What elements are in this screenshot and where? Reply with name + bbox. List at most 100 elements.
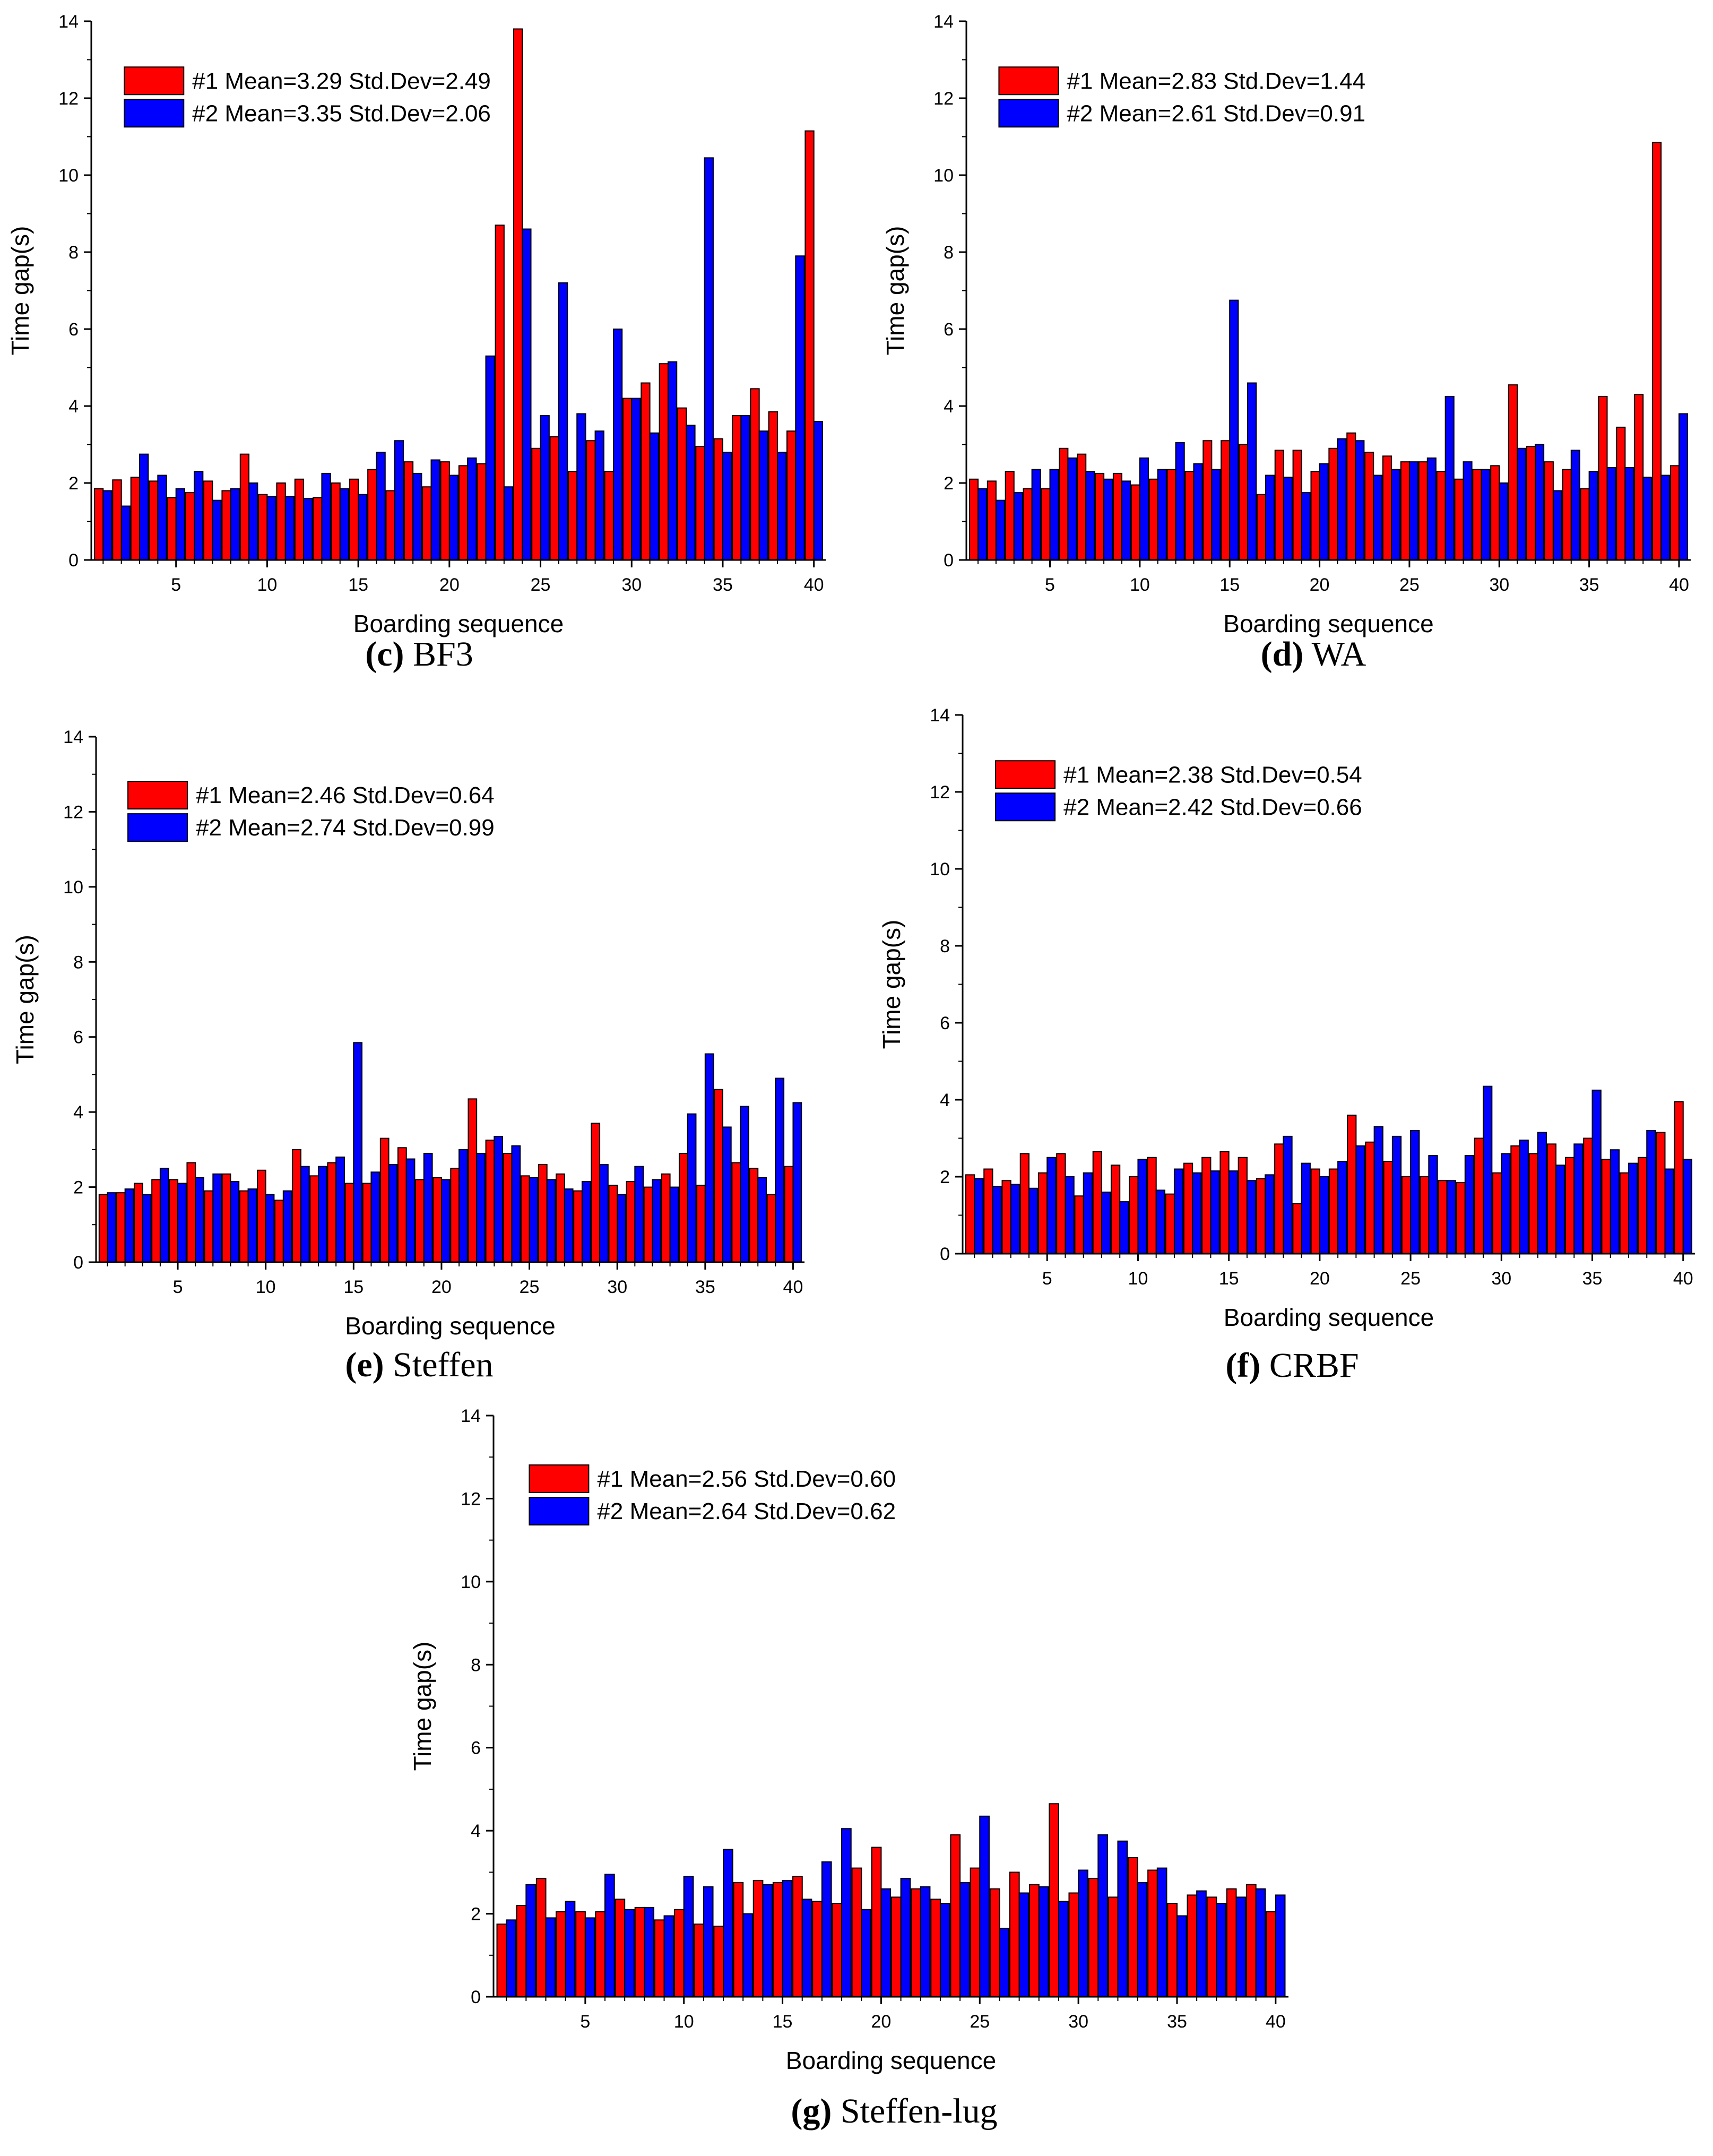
bar-series2-item-2 [525,1884,536,1997]
bar-series1-item-1 [965,1174,975,1255]
bar-series2-item-36 [1606,467,1616,560]
bar-series2-item-7 [624,1909,635,1997]
bar-series1-item-20 [432,1177,442,1263]
bar-series2-item-22 [476,1152,486,1263]
caption-name: CRBF [1269,1346,1359,1385]
bar-series2-item-16 [370,1171,380,1263]
bar-series2-item-25 [1408,461,1419,561]
bar-series2-item-4 [565,1901,576,1997]
x-tick-label: 15 [348,575,368,595]
bar-series2-item-39 [1255,1888,1266,1998]
bar-series1-item-23 [1364,452,1374,560]
caption-crbf: (f) CRBF [1225,1346,1359,1386]
bar-series1-item-37 [750,388,760,561]
bar-series2-item-25 [979,1815,990,1998]
bar-series2-item-25 [529,1177,539,1263]
bar-series1-item-13 [1183,1162,1193,1255]
bar-series2-item-14 [1211,469,1221,561]
bar-series2-item-29 [1058,1901,1069,1997]
y-tick-label: 14 [63,727,83,747]
caption-bf3: (c) BF3 [365,634,473,675]
bar-series2-item-24 [511,1145,521,1263]
x-tick-label: 25 [520,1277,540,1297]
bar-series1-item-24 [1383,1161,1393,1254]
bar-series2-item-19 [1301,1162,1311,1255]
bar-series1-item-17 [1256,1178,1266,1255]
y-tick-label: 6 [944,320,954,340]
bar-series1-item-36 [1187,1894,1198,1998]
bar-series1-item-22 [911,1888,921,1998]
bar-series2-item-22 [920,1886,931,1997]
bar-series2-item-16 [1247,382,1257,560]
bar-series1-item-8 [221,490,231,560]
y-tick-label: 4 [944,396,954,417]
bar-series2-item-11 [703,1886,714,1997]
legend-label-series1: #1 Mean=2.38 Std.Dev=0.54 [1063,762,1362,788]
bar-series2-item-10 [683,1876,694,1997]
chart-panel-bf3: 0 2 4 6 8 10 12 14 5 10 15 20 25 30 35 40 Boarding seque… [0,0,849,695]
y-tick-label: 10 [63,877,83,898]
bar-series2-item-9 [248,482,258,560]
x-tick-label: 20 [1310,575,1330,595]
x-axis-title: Boarding sequence [1224,1304,1434,1331]
bar-series1-item-25 [1401,1176,1412,1254]
bar-series2-item-5 [584,1917,595,1998]
bar-series2-item-18 [1283,1135,1293,1255]
y-tick-label: 8 [471,1655,481,1675]
bar-series2-item-2 [120,505,131,560]
x-tick-label: 35 [1167,2012,1187,2032]
bar-series1-item-4 [1023,488,1033,561]
y-tick-label: 4 [471,1821,481,1841]
legend-swatch-series2 [998,99,1059,128]
x-tick-label: 5 [580,2012,590,2032]
bar-series2-item-11 [282,1190,292,1263]
bar-series1-item-15 [1221,440,1231,560]
bar-series1-item-29 [591,1123,601,1263]
bar-chart-svg-steffen-lug: 0 2 4 6 8 10 12 14 5 10 15 20 25 30 35 40 Boarding seque… [409,1406,1288,2074]
x-tick-label: 15 [1219,575,1240,595]
bar-series2-item-3 [1010,1184,1020,1254]
bar-series1-item-30 [1492,1172,1502,1254]
bar-series2-item-13 [1193,463,1203,560]
bar-series2-item-4 [1028,1187,1039,1254]
bar-series2-item-12 [723,1849,733,1998]
y-tick-label: 2 [73,1178,83,1198]
bar-series2-item-24 [1391,469,1401,561]
bar-series2-item-32 [652,1179,662,1263]
bar-series2-item-19 [861,1909,871,1997]
bar-series1-item-3 [130,477,141,561]
bar-series2-item-29 [599,1164,609,1263]
x-axis-title: Boarding sequence [786,2047,996,2074]
bar-series1-item-16 [1238,1157,1248,1254]
bar-series1-item-14 [327,1162,337,1263]
bar-series1-item-20 [1310,1168,1320,1254]
y-tick-label: 8 [68,243,79,263]
y-tick-label: 8 [73,952,83,972]
bar-series2-item-21 [1337,438,1347,561]
x-tick-label: 10 [1130,575,1150,595]
x-tick-label: 5 [173,1277,183,1297]
chart-panel-wa: 0 2 4 6 8 10 12 14 5 10 15 20 25 30 35 40 Boarding seque… [870,0,1713,695]
bar-series2-item-17 [388,1164,398,1263]
bar-series1-item-39 [1246,1884,1257,1997]
bar-series2-item-8 [644,1907,655,1998]
bar-series1-item-19 [415,1179,425,1263]
legend-label-series1: #1 Mean=3.29 Std.Dev=2.49 [192,68,491,94]
bar-series1-item-37 [1616,426,1626,561]
bar-series1-item-19 [851,1867,862,1997]
bar-series2-item-11 [1157,469,1167,561]
y-tick-label: 0 [940,1244,950,1264]
bar-series1-item-35 [1167,1903,1178,1998]
bar-series2-item-38 [776,452,787,560]
bar-series2-item-6 [195,1177,204,1263]
bar-series1-item-28 [1029,1884,1040,1997]
caption-letter: (f) [1225,1346,1261,1385]
bar-series2-item-26 [1428,1155,1438,1255]
bar-series1-item-15 [772,1882,783,1997]
x-tick-label: 35 [1582,1269,1603,1289]
bar-series2-item-1 [977,488,988,561]
bar-series2-item-23 [503,486,514,560]
bar-series2-item-18 [412,472,422,561]
bar-chart-svg-wa: 0 2 4 6 8 10 12 14 5 10 15 20 25 30 35 40 Boarding seque… [881,12,1691,637]
bar-series1-item-10 [674,1909,685,1997]
